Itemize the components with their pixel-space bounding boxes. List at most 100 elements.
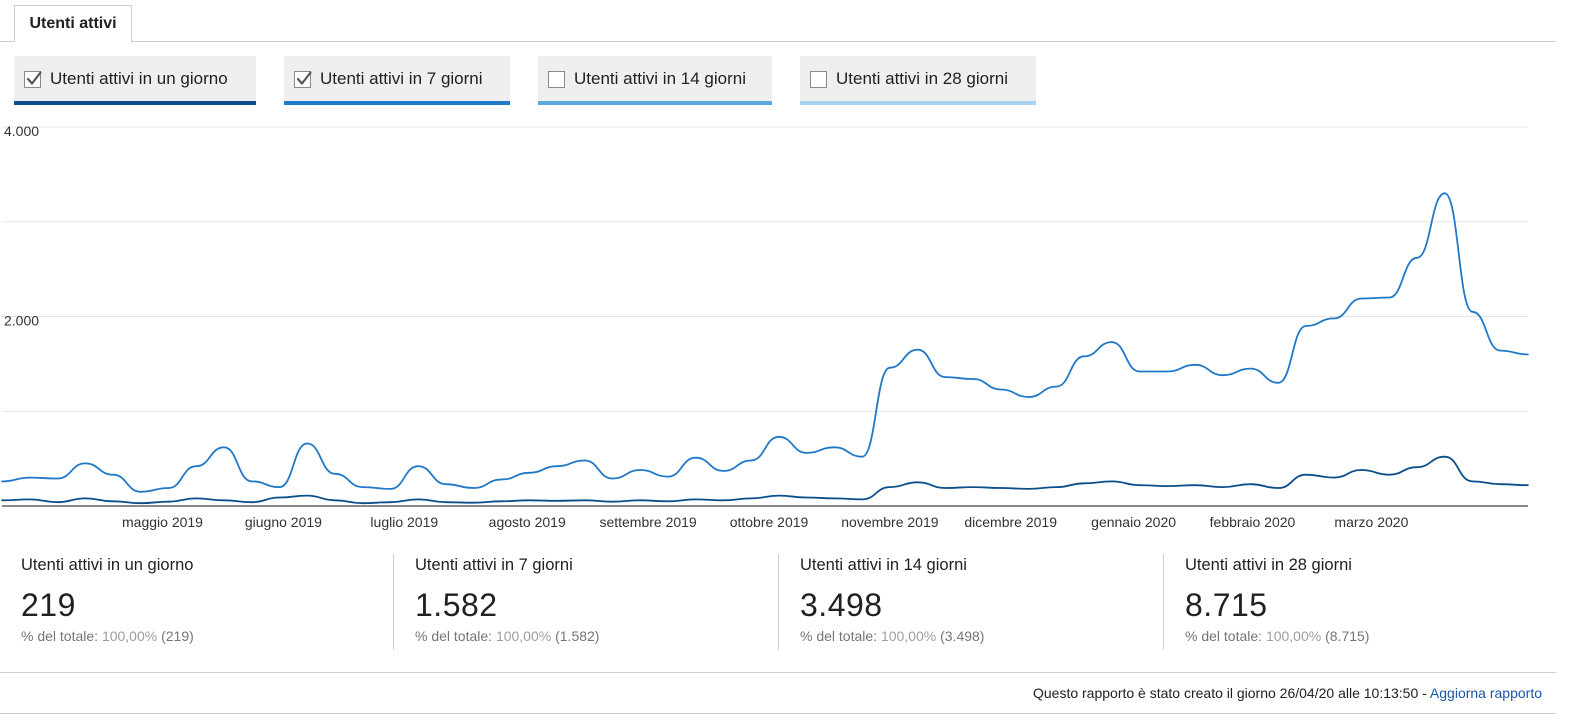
data-point bbox=[250, 501, 253, 504]
data-point bbox=[1305, 325, 1307, 327]
data-point bbox=[778, 494, 780, 497]
data-point bbox=[1194, 484, 1196, 487]
toggle-utenti-28-giorni[interactable]: Utenti attivi in 28 giorni bbox=[800, 56, 1036, 105]
data-point bbox=[805, 452, 808, 454]
data-point bbox=[694, 498, 697, 501]
checkbox-icon[interactable] bbox=[548, 70, 565, 88]
x-tick-label: gennaio 2020 bbox=[1091, 514, 1176, 530]
y-tick-label: 2.000 bbox=[4, 313, 39, 329]
toggle-utenti-14-giorni[interactable]: Utenti attivi in 14 giorni bbox=[538, 56, 772, 105]
data-point bbox=[1416, 466, 1418, 469]
x-tick-label: agosto 2019 bbox=[489, 514, 566, 530]
data-point bbox=[306, 442, 309, 445]
data-point bbox=[944, 376, 947, 378]
data-point bbox=[306, 494, 309, 497]
data-point bbox=[112, 500, 114, 503]
data-point bbox=[223, 446, 225, 449]
data-point bbox=[861, 455, 863, 458]
data-point bbox=[1083, 482, 1085, 485]
tab-utenti-attivi[interactable]: Utenti attivi bbox=[14, 5, 132, 43]
data-point bbox=[1277, 382, 1280, 384]
data-point bbox=[389, 488, 392, 490]
data-point bbox=[722, 470, 725, 472]
data-point bbox=[250, 480, 253, 483]
data-point bbox=[1138, 370, 1141, 373]
data-point bbox=[500, 478, 503, 481]
data-point bbox=[84, 497, 86, 500]
data-point bbox=[472, 501, 475, 504]
data-point bbox=[195, 465, 197, 468]
data-point bbox=[361, 486, 364, 488]
series-color-bar bbox=[284, 101, 510, 105]
data-point bbox=[805, 496, 808, 499]
data-point bbox=[1000, 388, 1002, 391]
x-tick-label: giugno 2019 bbox=[245, 514, 322, 530]
x-tick-label: settembre 2019 bbox=[599, 514, 696, 530]
stat-utenti-28-giorni: Utenti attivi in 28 giorni 8.715 % del t… bbox=[1163, 554, 1556, 650]
data-point bbox=[139, 491, 142, 493]
data-point bbox=[833, 497, 836, 500]
stat-percent: % del totale: 100,00% (8.715) bbox=[1185, 628, 1370, 644]
data-point bbox=[639, 499, 641, 502]
stat-value: 8.715 bbox=[1185, 587, 1268, 623]
data-point bbox=[1083, 355, 1085, 358]
data-point bbox=[139, 502, 142, 505]
data-point bbox=[1444, 192, 1446, 195]
checkbox-icon[interactable] bbox=[810, 70, 827, 88]
checkbox-icon[interactable] bbox=[294, 70, 312, 88]
tab-bar: Utenti attivi bbox=[0, 0, 1556, 43]
data-point bbox=[1, 499, 3, 502]
data-point bbox=[389, 501, 392, 504]
data-point bbox=[28, 498, 31, 501]
data-point bbox=[972, 378, 974, 380]
data-point bbox=[639, 469, 641, 471]
data-point bbox=[1, 480, 3, 483]
stat-percent: % del totale: 100,00% (3.498) bbox=[800, 628, 985, 644]
data-point bbox=[1027, 488, 1030, 490]
stat-percent: % del totale: 100,00% (219) bbox=[21, 628, 194, 644]
toggle-label: Utenti attivi in 7 giorni bbox=[320, 69, 483, 88]
stat-value: 1.582 bbox=[415, 587, 498, 623]
data-point bbox=[278, 496, 281, 499]
series-line-1 bbox=[1, 455, 1529, 505]
data-point bbox=[84, 462, 86, 465]
data-point bbox=[167, 500, 170, 503]
checkbox-icon[interactable] bbox=[24, 70, 42, 88]
refresh-report-link[interactable]: Aggiorna rapporto bbox=[1429, 685, 1542, 701]
stat-utenti-1-giorno: Utenti attivi in un giorno 219 % del tot… bbox=[0, 554, 393, 650]
data-point bbox=[472, 487, 475, 489]
data-point bbox=[750, 497, 752, 500]
data-point bbox=[1055, 385, 1058, 388]
stat-value: 219 bbox=[21, 587, 76, 623]
data-point bbox=[1499, 349, 1502, 352]
data-point bbox=[528, 472, 530, 474]
data-point bbox=[1305, 473, 1307, 476]
data-point bbox=[528, 499, 530, 502]
x-tick-label: febbraio 2020 bbox=[1210, 514, 1296, 530]
data-point bbox=[1194, 364, 1196, 366]
data-point bbox=[667, 475, 669, 478]
stat-label: Utenti attivi in 7 giorni bbox=[415, 556, 573, 574]
stat-utenti-7-giorni: Utenti attivi in 7 giorni 1.582 % del to… bbox=[393, 554, 778, 650]
stat-utenti-14-giorni: Utenti attivi in 14 giorni 3.498 % del t… bbox=[778, 554, 1163, 650]
x-tick-label: marzo 2020 bbox=[1334, 514, 1408, 530]
toggle-utenti-1-giorno[interactable]: Utenti attivi in un giorno bbox=[14, 56, 256, 105]
data-point bbox=[334, 473, 336, 475]
series-line-0 bbox=[1, 192, 1529, 493]
data-point bbox=[889, 486, 891, 488]
data-point bbox=[916, 348, 919, 351]
x-tick-label: dicembre 2019 bbox=[964, 514, 1057, 530]
toggle-utenti-7-giorni[interactable]: Utenti attivi in 7 giorni bbox=[284, 56, 510, 105]
data-point bbox=[361, 502, 364, 505]
data-point bbox=[916, 481, 919, 484]
data-point bbox=[694, 456, 697, 459]
data-point bbox=[112, 473, 114, 476]
data-point bbox=[334, 499, 336, 502]
data-point bbox=[1360, 469, 1363, 471]
data-point bbox=[1249, 367, 1252, 370]
data-point bbox=[500, 500, 503, 503]
data-point bbox=[778, 436, 780, 438]
data-point bbox=[667, 500, 669, 503]
stats-row: Utenti attivi in un giorno 219 % del tot… bbox=[0, 548, 1556, 658]
data-point bbox=[1360, 297, 1363, 300]
